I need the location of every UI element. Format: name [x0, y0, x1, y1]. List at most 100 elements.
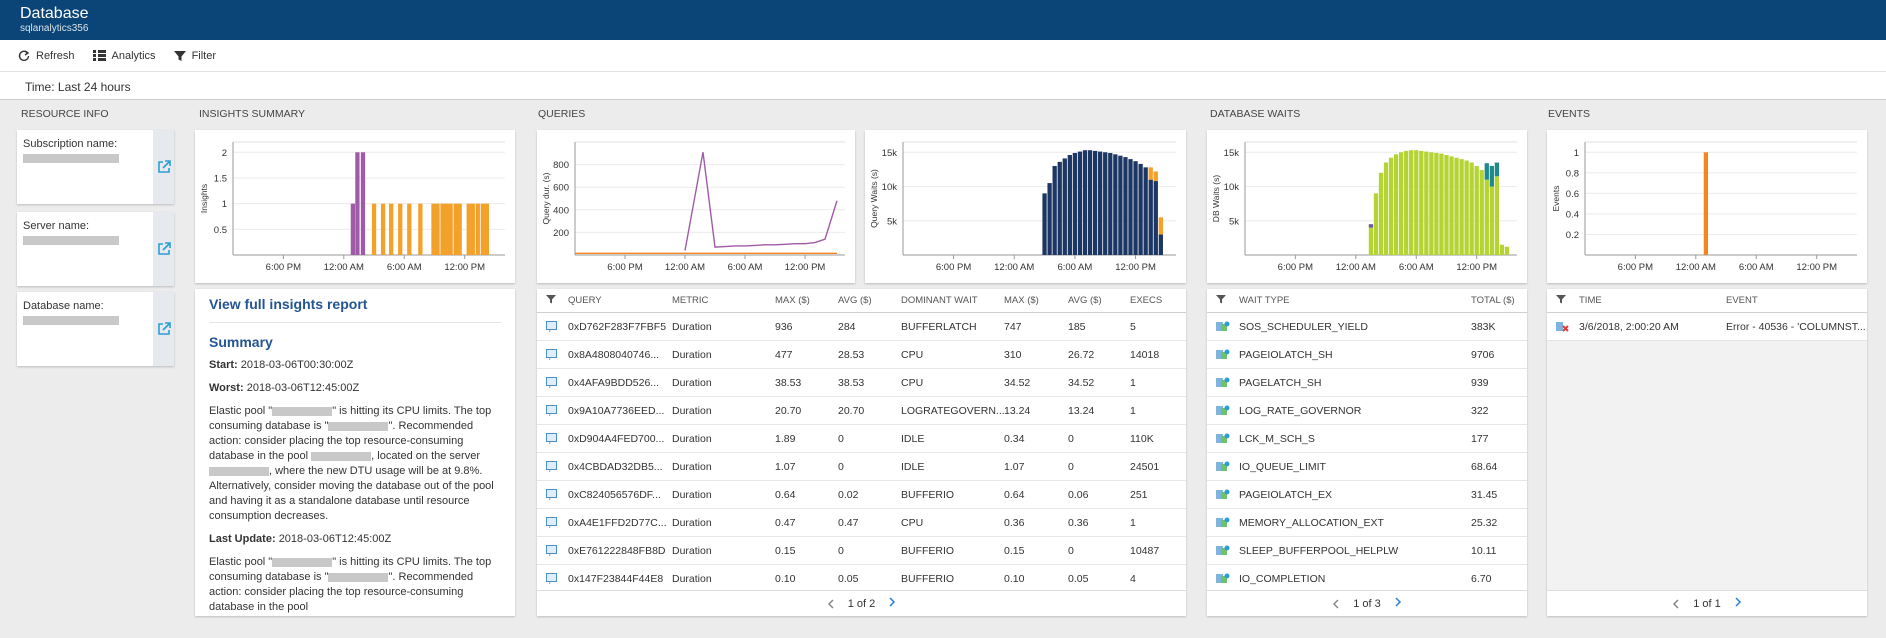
filter[interactable]: [1207, 294, 1239, 307]
x-tick-label: 6:00 PM: [266, 262, 301, 273]
x-tick-label: 12:00 PM: [444, 262, 485, 273]
y-tick-label: 5k: [1229, 216, 1239, 227]
cell: 1: [1130, 376, 1136, 389]
insights-link[interactable]: View full insights report: [209, 297, 501, 323]
cell: IDLE: [901, 460, 925, 473]
cell: 25.32: [1471, 516, 1498, 529]
cell: 477: [775, 348, 793, 361]
prev-page[interactable]: [827, 596, 834, 612]
bar: [1123, 157, 1128, 255]
open-link[interactable]: [153, 292, 174, 366]
table-row[interactable]: MEMORY_ALLOCATION_EXT 25.32: [1207, 509, 1527, 537]
table-row[interactable]: 3/6/2018, 2:00:20 AM Error - 40536 - 'COL…: [1547, 313, 1867, 341]
cell: 0.47: [775, 516, 796, 529]
waits-table: WAIT TYPE TOTAL ($) SOS_SCHEDULER_YIELD 383…: [1207, 289, 1527, 616]
redacted: [209, 466, 269, 476]
table-row[interactable]: 0xA4E1FFD2D77C... Duration 0.47 0.47 CPU 0.36…: [537, 509, 1186, 537]
table-row[interactable]: SLEEP_BUFFERPOOL_HELPLW 10.11: [1207, 537, 1527, 565]
x-tick-label: 6:00 PM: [1278, 262, 1313, 273]
table-row[interactable]: 0xE761222848FB8D Duration 0.15 0 BUFFERIO 0.1…: [537, 537, 1186, 565]
bar: [435, 203, 440, 255]
table-row[interactable]: LCK_M_SCH_S 177: [1207, 425, 1527, 453]
cell: Duration: [672, 516, 712, 529]
bar: [1072, 152, 1078, 255]
description: Elastic pool " " is hitting its CPU limit…: [209, 555, 501, 615]
prev-page[interactable]: [1672, 596, 1679, 612]
redacted: [272, 406, 333, 416]
y-tick-label: 600: [553, 183, 569, 194]
cell: 0x9A10A7736EED...: [568, 404, 665, 417]
table-row[interactable]: PAGEIOLATCH_EX 31.45: [1207, 481, 1527, 509]
table-row[interactable]: IO_QUEUE_LIMIT 68.64: [1207, 453, 1527, 481]
table-row[interactable]: 0xC824056576DF... Duration 0.64 0.02 BUFFERI…: [537, 481, 1186, 509]
y-axis-label: Query dur. (s): [541, 172, 551, 224]
filter[interactable]: [537, 294, 568, 307]
cell: 0xE761222848FB8D: [568, 544, 666, 557]
bar: [466, 203, 471, 255]
table-row[interactable]: 0xD762F283F7FBF5 Duration 936 284 BUFFERLATC…: [537, 313, 1186, 341]
bar: [1087, 150, 1093, 255]
next-page[interactable]: [889, 597, 896, 610]
y-tick-label: 400: [553, 205, 569, 216]
chart-panel: 0.5 1 1.5 2 6:00 PM 12:00 AM 6:00 AM 12:00 PM In…: [195, 130, 515, 283]
table-row[interactable]: 0x4CBDAD32DB5... Duration 1.07 0 IDLE 1.07 0 24…: [537, 453, 1186, 481]
cell: 0.36: [1068, 516, 1089, 529]
icon-cell: [537, 433, 568, 444]
bar: [431, 203, 436, 255]
cell: BUFFERIO: [901, 488, 955, 501]
bar: [398, 203, 403, 255]
insights-panel: View full insights report Summary Start:…: [195, 289, 515, 616]
bar: [1494, 162, 1499, 177]
section-label: EVENTS: [1548, 108, 1591, 120]
cell: Duration: [672, 432, 712, 445]
table-row[interactable]: IO_COMPLETION 6.70: [1207, 565, 1527, 593]
refresh-button[interactable]: Refresh: [18, 50, 75, 62]
cell: 4: [1130, 572, 1136, 585]
table-row[interactable]: 0x4AFA9BDD526... Duration 38.53 38.53 CPU 34.…: [537, 369, 1186, 397]
table-row[interactable]: 0x8A4808040746... Duration 477 28.53 CPU 310 2…: [537, 341, 1186, 369]
cell: 0xC824056576DF...: [568, 488, 661, 501]
time-range[interactable]: Time: Last 24 hours: [0, 72, 1886, 100]
bar: [1373, 193, 1379, 255]
open-link[interactable]: [153, 212, 174, 286]
analytics-icon: [92, 50, 106, 61]
next-page[interactable]: [1395, 597, 1402, 610]
cell: 13.24: [1004, 404, 1031, 417]
table-row[interactable]: SOS_SCHEDULER_YIELD 383K: [1207, 313, 1527, 341]
table-row[interactable]: 0x9A10A7736EED... Duration 20.70 20.70 LOGRA…: [537, 397, 1186, 425]
open-link[interactable]: [153, 130, 174, 204]
cell: 26.72: [1068, 348, 1095, 361]
table-row[interactable]: LOG_RATE_GOVERNOR 322: [1207, 397, 1527, 425]
row-icon: [546, 405, 557, 416]
chevron: [889, 597, 896, 607]
bar: [1454, 157, 1459, 255]
row-icon: [546, 545, 557, 556]
bar: [1378, 172, 1384, 255]
table-row[interactable]: 0xD904A4FED700... Duration 1.89 0 IDLE 0.34 0 1…: [537, 425, 1186, 453]
page-indicator: 1 of 1: [1693, 597, 1721, 610]
cell: 31.45: [1471, 488, 1498, 501]
table-row[interactable]: PAGEIOLATCH_SH 9706: [1207, 341, 1527, 369]
analytics-button[interactable]: Analytics: [92, 50, 156, 62]
resource-label: Server name:: [23, 220, 90, 232]
header-row: QUERY METRIC MAX ($) AVG ($) DOMINANT WAIT MA…: [537, 289, 1186, 313]
chart: 200 400 600 800 6:00 PM 12:00 AM 6:00 AM 12:00 …: [541, 141, 845, 273]
external-icon: [157, 160, 171, 173]
x-tick-label: 12:00 PM: [1796, 262, 1837, 273]
prev-page[interactable]: [1332, 596, 1339, 612]
bar: [389, 203, 394, 255]
y-tick-label: 1: [222, 199, 227, 210]
table-row[interactable]: 0x147F23844F44E8 Duration 0.10 0.05 BUFFERIO…: [537, 565, 1186, 593]
cell: LOGRATEGOVERN...: [901, 404, 1004, 417]
chart-panel: 200 400 600 800 6:00 PM 12:00 AM 6:00 AM 12:00 …: [537, 130, 855, 283]
next-page[interactable]: [1735, 597, 1742, 610]
filter-button[interactable]: Filter: [173, 50, 216, 62]
cell: 0xA4E1FFD2D77C...: [568, 516, 667, 529]
column-header: TIME: [1579, 295, 1602, 306]
column-header: WAIT TYPE: [1239, 295, 1290, 306]
icon-cell: [537, 349, 568, 360]
filter[interactable]: [1547, 294, 1579, 307]
resource-label: Database name:: [23, 300, 104, 312]
table-row[interactable]: PAGELATCH_SH 939: [1207, 369, 1527, 397]
text: , where the new DTU usage will be at 9.8…: [209, 465, 494, 522]
